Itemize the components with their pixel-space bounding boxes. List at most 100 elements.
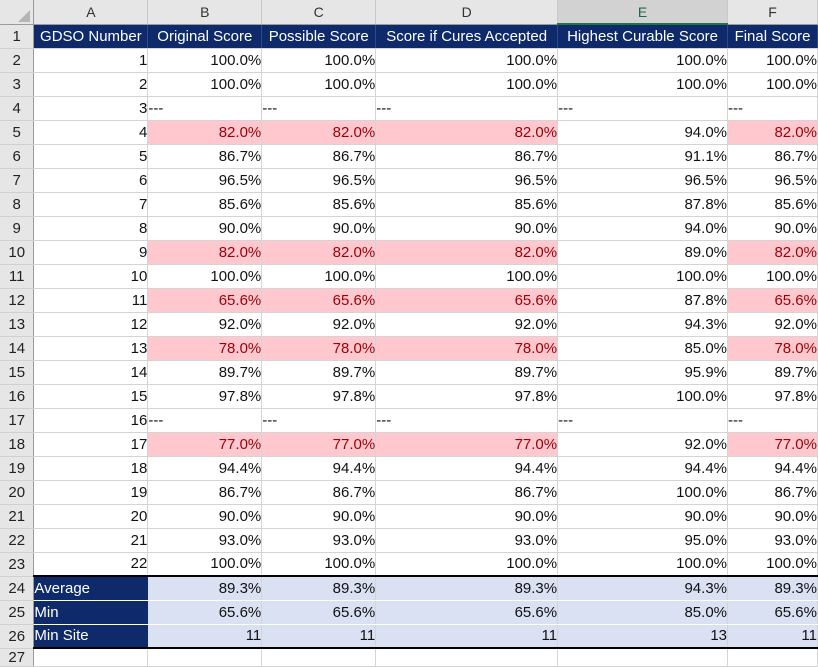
score-cell[interactable]: 90.0% bbox=[147, 504, 263, 529]
score-cell[interactable]: 90.0% bbox=[727, 216, 818, 241]
empty-cell[interactable] bbox=[375, 648, 559, 667]
select-all-corner[interactable] bbox=[0, 0, 35, 25]
score-cell[interactable]: 65.6% bbox=[375, 288, 559, 313]
score-cell[interactable]: 82.0% bbox=[375, 240, 559, 265]
column-header-e[interactable]: E bbox=[557, 0, 729, 25]
score-cell[interactable]: --- bbox=[147, 408, 263, 433]
score-cell[interactable]: 96.5% bbox=[727, 168, 818, 193]
score-cell[interactable]: 78.0% bbox=[147, 336, 263, 361]
gdso-number-cell[interactable]: 18 bbox=[33, 456, 149, 481]
gdso-number-cell[interactable]: 11 bbox=[33, 288, 149, 313]
row-header[interactable]: 26 bbox=[0, 624, 35, 649]
gdso-number-cell[interactable]: 7 bbox=[33, 192, 149, 217]
score-cell[interactable]: 96.5% bbox=[261, 168, 377, 193]
row-header[interactable]: 18 bbox=[0, 432, 35, 457]
score-cell[interactable]: 82.0% bbox=[727, 240, 818, 265]
score-cell[interactable]: 77.0% bbox=[261, 432, 377, 457]
score-cell[interactable]: 100.0% bbox=[261, 72, 377, 97]
header-cell-original-score[interactable]: Original Score bbox=[147, 24, 263, 49]
score-cell[interactable]: 100.0% bbox=[147, 48, 263, 73]
score-cell[interactable]: 85.0% bbox=[557, 336, 729, 361]
summary-value-cell[interactable]: 89.3% bbox=[375, 575, 559, 601]
score-cell[interactable]: 100.0% bbox=[557, 72, 729, 97]
gdso-number-cell[interactable]: 12 bbox=[33, 312, 149, 337]
score-cell[interactable]: 90.0% bbox=[261, 216, 377, 241]
header-cell-final-score[interactable]: Final Score bbox=[727, 24, 818, 49]
score-cell[interactable]: 91.1% bbox=[557, 144, 729, 169]
gdso-number-cell[interactable]: 5 bbox=[33, 144, 149, 169]
gdso-number-cell[interactable]: 20 bbox=[33, 504, 149, 529]
row-header[interactable]: 27 bbox=[0, 648, 35, 667]
row-header[interactable]: 6 bbox=[0, 144, 35, 169]
score-cell[interactable]: --- bbox=[147, 96, 263, 121]
score-cell[interactable]: 89.7% bbox=[147, 360, 263, 385]
score-cell[interactable]: 100.0% bbox=[261, 48, 377, 73]
score-cell[interactable]: 100.0% bbox=[375, 72, 559, 97]
gdso-number-cell[interactable]: 15 bbox=[33, 384, 149, 409]
score-cell[interactable]: 90.0% bbox=[147, 216, 263, 241]
score-cell[interactable]: 94.0% bbox=[557, 120, 729, 145]
score-cell[interactable]: 100.0% bbox=[727, 48, 818, 73]
score-cell[interactable]: --- bbox=[375, 408, 559, 433]
gdso-number-cell[interactable]: 2 bbox=[33, 72, 149, 97]
row-header[interactable]: 16 bbox=[0, 384, 35, 409]
score-cell[interactable]: 77.0% bbox=[375, 432, 559, 457]
header-cell-score-if-cures-accepted[interactable]: Score if Cures Accepted bbox=[375, 24, 559, 49]
score-cell[interactable]: 82.0% bbox=[261, 240, 377, 265]
gdso-number-cell[interactable]: 22 bbox=[33, 552, 149, 577]
summary-label-cell[interactable]: Min Site bbox=[33, 624, 149, 649]
row-header[interactable]: 3 bbox=[0, 72, 35, 97]
summary-value-cell[interactable]: 11 bbox=[727, 624, 818, 649]
row-header[interactable]: 25 bbox=[0, 600, 35, 625]
summary-value-cell[interactable]: 65.6% bbox=[727, 600, 818, 625]
score-cell[interactable]: --- bbox=[261, 408, 377, 433]
score-cell[interactable]: 92.0% bbox=[557, 432, 729, 457]
score-cell[interactable]: 94.3% bbox=[557, 312, 729, 337]
score-cell[interactable]: 77.0% bbox=[727, 432, 818, 457]
score-cell[interactable]: 94.4% bbox=[557, 456, 729, 481]
score-cell[interactable]: 92.0% bbox=[261, 312, 377, 337]
summary-value-cell[interactable]: 65.6% bbox=[375, 600, 559, 625]
row-header[interactable]: 21 bbox=[0, 504, 35, 529]
score-cell[interactable]: 100.0% bbox=[727, 264, 818, 289]
summary-value-cell[interactable]: 65.6% bbox=[261, 600, 377, 625]
score-cell[interactable]: 86.7% bbox=[375, 144, 559, 169]
row-header[interactable]: 4 bbox=[0, 96, 35, 121]
score-cell[interactable]: 86.7% bbox=[727, 144, 818, 169]
score-cell[interactable]: 89.7% bbox=[261, 360, 377, 385]
score-cell[interactable]: 96.5% bbox=[375, 168, 559, 193]
score-cell[interactable]: 100.0% bbox=[147, 552, 263, 577]
score-cell[interactable]: 78.0% bbox=[261, 336, 377, 361]
summary-value-cell[interactable]: 94.3% bbox=[557, 575, 729, 601]
score-cell[interactable]: 65.6% bbox=[261, 288, 377, 313]
gdso-number-cell[interactable]: 6 bbox=[33, 168, 149, 193]
empty-cell[interactable] bbox=[727, 648, 818, 667]
score-cell[interactable]: 78.0% bbox=[375, 336, 559, 361]
score-cell[interactable]: 92.0% bbox=[375, 312, 559, 337]
header-cell-highest-curable-score[interactable]: Highest Curable Score bbox=[557, 24, 729, 49]
score-cell[interactable]: 82.0% bbox=[147, 240, 263, 265]
row-header[interactable]: 15 bbox=[0, 360, 35, 385]
row-header[interactable]: 13 bbox=[0, 312, 35, 337]
summary-value-cell[interactable]: 11 bbox=[147, 624, 263, 649]
score-cell[interactable]: --- bbox=[727, 96, 818, 121]
score-cell[interactable]: 100.0% bbox=[727, 552, 818, 577]
score-cell[interactable]: 95.9% bbox=[557, 360, 729, 385]
score-cell[interactable]: 100.0% bbox=[557, 48, 729, 73]
empty-cell[interactable] bbox=[557, 648, 729, 667]
score-cell[interactable]: --- bbox=[261, 96, 377, 121]
summary-value-cell[interactable]: 65.6% bbox=[147, 600, 263, 625]
summary-label-cell[interactable]: Min bbox=[33, 600, 149, 625]
row-header[interactable]: 8 bbox=[0, 192, 35, 217]
summary-value-cell[interactable]: 13 bbox=[557, 624, 729, 649]
score-cell[interactable]: 95.0% bbox=[557, 528, 729, 553]
score-cell[interactable]: --- bbox=[727, 408, 818, 433]
score-cell[interactable]: 77.0% bbox=[147, 432, 263, 457]
score-cell[interactable]: 87.8% bbox=[557, 288, 729, 313]
gdso-number-cell[interactable]: 16 bbox=[33, 408, 149, 433]
row-header[interactable]: 22 bbox=[0, 528, 35, 553]
score-cell[interactable]: 100.0% bbox=[375, 264, 559, 289]
score-cell[interactable]: 93.0% bbox=[147, 528, 263, 553]
header-cell-gdso-number[interactable]: GDSO Number bbox=[33, 24, 149, 49]
score-cell[interactable]: 100.0% bbox=[261, 264, 377, 289]
